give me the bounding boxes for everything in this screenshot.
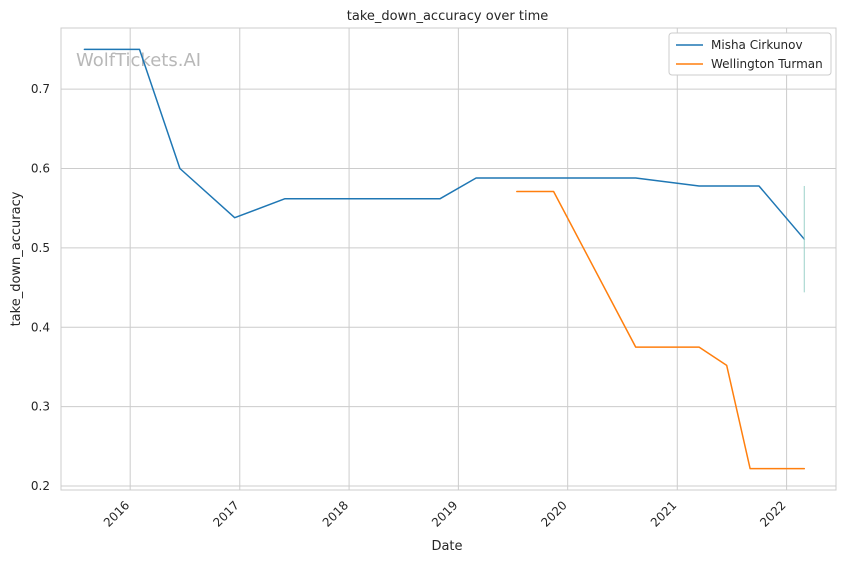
legend-label: Wellington Turman	[711, 57, 823, 71]
y-tick-label: 0.5	[31, 241, 50, 255]
y-tick-label: 0.4	[31, 320, 50, 334]
x-axis-title: Date	[431, 539, 462, 554]
x-tick-labels: 2016 2017 2018 2019 2020 2021 2022	[101, 498, 789, 529]
x-tick-label: 2016	[101, 498, 132, 529]
watermark: WolfTickets.AI	[76, 50, 201, 71]
x-tick-label: 2020	[538, 498, 569, 529]
x-tick-label: 2021	[648, 498, 679, 529]
series-line	[83, 48, 806, 240]
y-tick-labels: 0.2 0.3 0.4 0.5 0.6 0.7	[31, 82, 50, 493]
x-tick-label: 2019	[429, 498, 460, 529]
x-tick-label: 2017	[210, 498, 241, 529]
legend-box	[668, 32, 832, 76]
y-tick-label: 0.2	[31, 479, 50, 493]
x-tick-label: 2018	[320, 498, 351, 529]
grid-lines	[61, 28, 836, 490]
plot-background	[60, 27, 837, 491]
y-tick-label: 0.3	[31, 400, 50, 414]
legend-label: Misha Cirkunov	[711, 38, 803, 52]
series-lines	[83, 48, 806, 470]
plot-area: WolfTickets.AI 2016 2017 2018 2019 2020 2021 2…	[31, 27, 837, 530]
y-tick-label: 0.7	[31, 82, 50, 96]
legend: Misha Cirkunov Wellington Turman	[668, 32, 832, 76]
series-line	[516, 190, 806, 470]
chart-title: take_down_accuracy over time	[347, 9, 548, 24]
y-tick-label: 0.6	[31, 162, 50, 176]
x-tick-label: 2022	[757, 498, 788, 529]
y-axis-title: take_down_accuracy	[9, 191, 24, 326]
